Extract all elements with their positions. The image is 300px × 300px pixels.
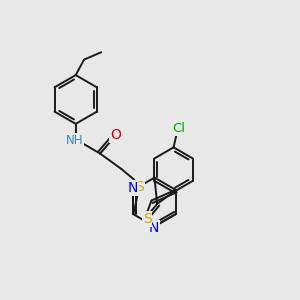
Text: N: N bbox=[128, 181, 138, 195]
Text: S: S bbox=[136, 180, 144, 194]
Text: S: S bbox=[143, 212, 152, 226]
Text: Cl: Cl bbox=[173, 122, 186, 136]
Text: N: N bbox=[149, 221, 159, 236]
Text: O: O bbox=[110, 128, 121, 142]
Text: NH: NH bbox=[66, 134, 83, 147]
